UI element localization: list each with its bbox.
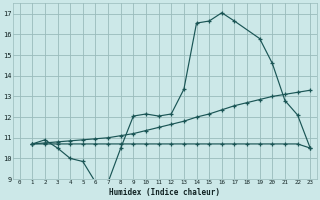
X-axis label: Humidex (Indice chaleur): Humidex (Indice chaleur) bbox=[109, 188, 220, 197]
